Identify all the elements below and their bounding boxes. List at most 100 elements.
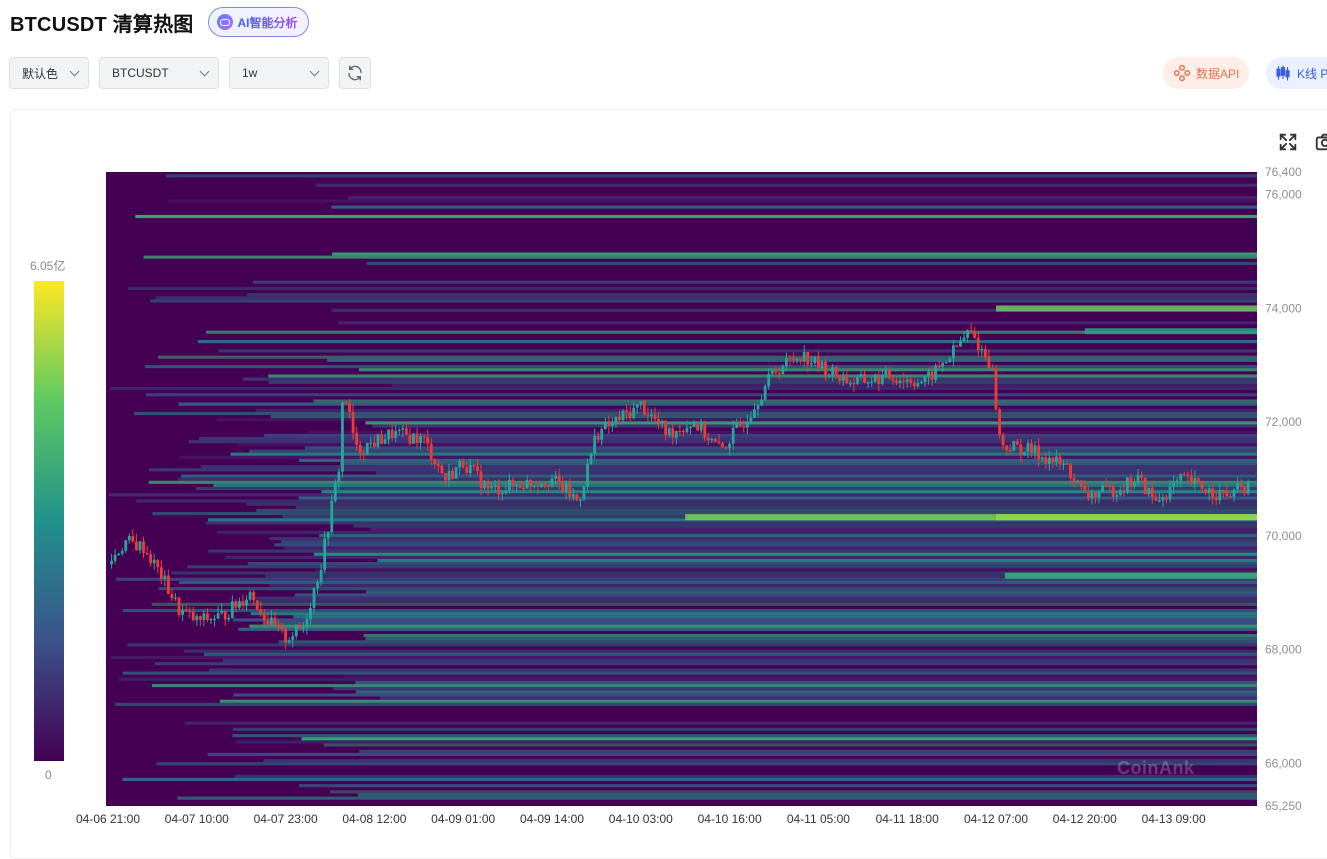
camera-icon[interactable] bbox=[1314, 131, 1327, 153]
heat-band bbox=[108, 493, 1258, 497]
candle bbox=[820, 359, 824, 369]
candle bbox=[284, 627, 287, 650]
candle bbox=[490, 481, 494, 491]
candlestick-series bbox=[110, 322, 1250, 650]
candle bbox=[209, 617, 213, 624]
x-tick-label: 04-10 03:00 bbox=[609, 812, 673, 826]
candle bbox=[472, 464, 476, 471]
heat-band bbox=[230, 452, 1258, 456]
candle bbox=[163, 570, 167, 587]
x-tick-label: 04-09 14:00 bbox=[520, 812, 584, 826]
candle bbox=[621, 408, 625, 424]
candle bbox=[1214, 490, 1218, 506]
color-scheme-select[interactable]: 默认色 bbox=[9, 57, 89, 89]
candle bbox=[532, 485, 536, 489]
candle bbox=[664, 419, 668, 441]
candle bbox=[1072, 473, 1076, 488]
heat-band bbox=[146, 393, 1258, 397]
candle bbox=[614, 416, 618, 428]
candle bbox=[813, 356, 817, 367]
fullscreen-icon[interactable] bbox=[1277, 131, 1299, 153]
candle bbox=[397, 427, 401, 436]
candle bbox=[639, 401, 643, 410]
candle bbox=[1221, 489, 1225, 499]
symbol-select[interactable]: BTCUSDT bbox=[99, 57, 219, 89]
candle bbox=[838, 375, 842, 385]
candle bbox=[724, 446, 728, 450]
ai-analysis-button[interactable]: AI智能分析 bbox=[207, 7, 309, 37]
candle bbox=[497, 479, 501, 501]
data-api-label: 数据API bbox=[1196, 66, 1240, 81]
candle bbox=[550, 474, 554, 488]
candle bbox=[799, 358, 803, 365]
refresh-button[interactable] bbox=[339, 57, 371, 89]
candle bbox=[220, 603, 224, 615]
heat-band bbox=[331, 308, 1257, 312]
candle bbox=[426, 429, 430, 452]
candle bbox=[873, 373, 877, 383]
candle bbox=[1058, 452, 1062, 471]
candle bbox=[298, 622, 302, 630]
heat-band bbox=[236, 443, 1258, 447]
candle bbox=[238, 597, 241, 610]
heat-band bbox=[225, 555, 1257, 559]
heat-band bbox=[294, 593, 1257, 597]
candle bbox=[195, 613, 199, 626]
data-api-button[interactable]: 数据API bbox=[1163, 57, 1249, 89]
candle bbox=[110, 553, 113, 569]
symbol-value: BTCUSDT bbox=[112, 66, 169, 80]
heat-band bbox=[250, 612, 1258, 616]
candle bbox=[124, 540, 128, 553]
candle bbox=[1143, 477, 1147, 495]
candle bbox=[564, 480, 568, 500]
candle bbox=[223, 610, 227, 626]
candle bbox=[369, 436, 373, 449]
heat-band bbox=[217, 530, 1257, 534]
candle bbox=[955, 345, 959, 348]
candle bbox=[806, 351, 810, 373]
candle bbox=[216, 605, 220, 620]
heat-band bbox=[372, 424, 1258, 428]
heat-band bbox=[148, 480, 1257, 484]
heat-band bbox=[391, 383, 1257, 387]
candle bbox=[177, 596, 181, 618]
candle bbox=[561, 476, 565, 494]
y-tick-label: 76,000 bbox=[1265, 188, 1302, 202]
candle bbox=[1054, 449, 1058, 467]
candle bbox=[657, 411, 660, 430]
kline-button[interactable]: K线 P bbox=[1266, 57, 1327, 89]
candle bbox=[461, 458, 465, 469]
heat-band bbox=[375, 471, 1257, 475]
refresh-icon bbox=[348, 65, 362, 81]
heat-band bbox=[365, 421, 1258, 425]
candle bbox=[390, 421, 394, 441]
heat-band bbox=[307, 430, 1257, 434]
candle bbox=[568, 478, 572, 502]
candle bbox=[380, 430, 383, 444]
time-range-select[interactable]: 1w bbox=[229, 57, 329, 89]
candle bbox=[1051, 456, 1055, 468]
candle bbox=[422, 433, 426, 444]
x-tick-label: 04-12 07:00 bbox=[964, 812, 1028, 826]
y-tick-label: 76,400 bbox=[1265, 165, 1302, 179]
candle bbox=[433, 458, 437, 469]
candle bbox=[348, 399, 351, 419]
candle bbox=[866, 381, 870, 389]
candle bbox=[994, 364, 998, 411]
candle bbox=[1157, 492, 1161, 503]
candle bbox=[802, 345, 806, 368]
candle bbox=[547, 484, 550, 493]
candle bbox=[1044, 451, 1048, 469]
heat-band bbox=[187, 565, 1257, 569]
candle bbox=[1005, 445, 1009, 456]
heat-band bbox=[110, 655, 1258, 660]
candle bbox=[454, 466, 458, 480]
heat-band bbox=[197, 340, 1258, 344]
candle bbox=[262, 609, 266, 627]
candle bbox=[305, 613, 309, 635]
legend-min-label: 0 bbox=[45, 768, 52, 782]
candle bbox=[745, 414, 749, 435]
candle bbox=[699, 418, 703, 434]
candle bbox=[355, 426, 359, 451]
